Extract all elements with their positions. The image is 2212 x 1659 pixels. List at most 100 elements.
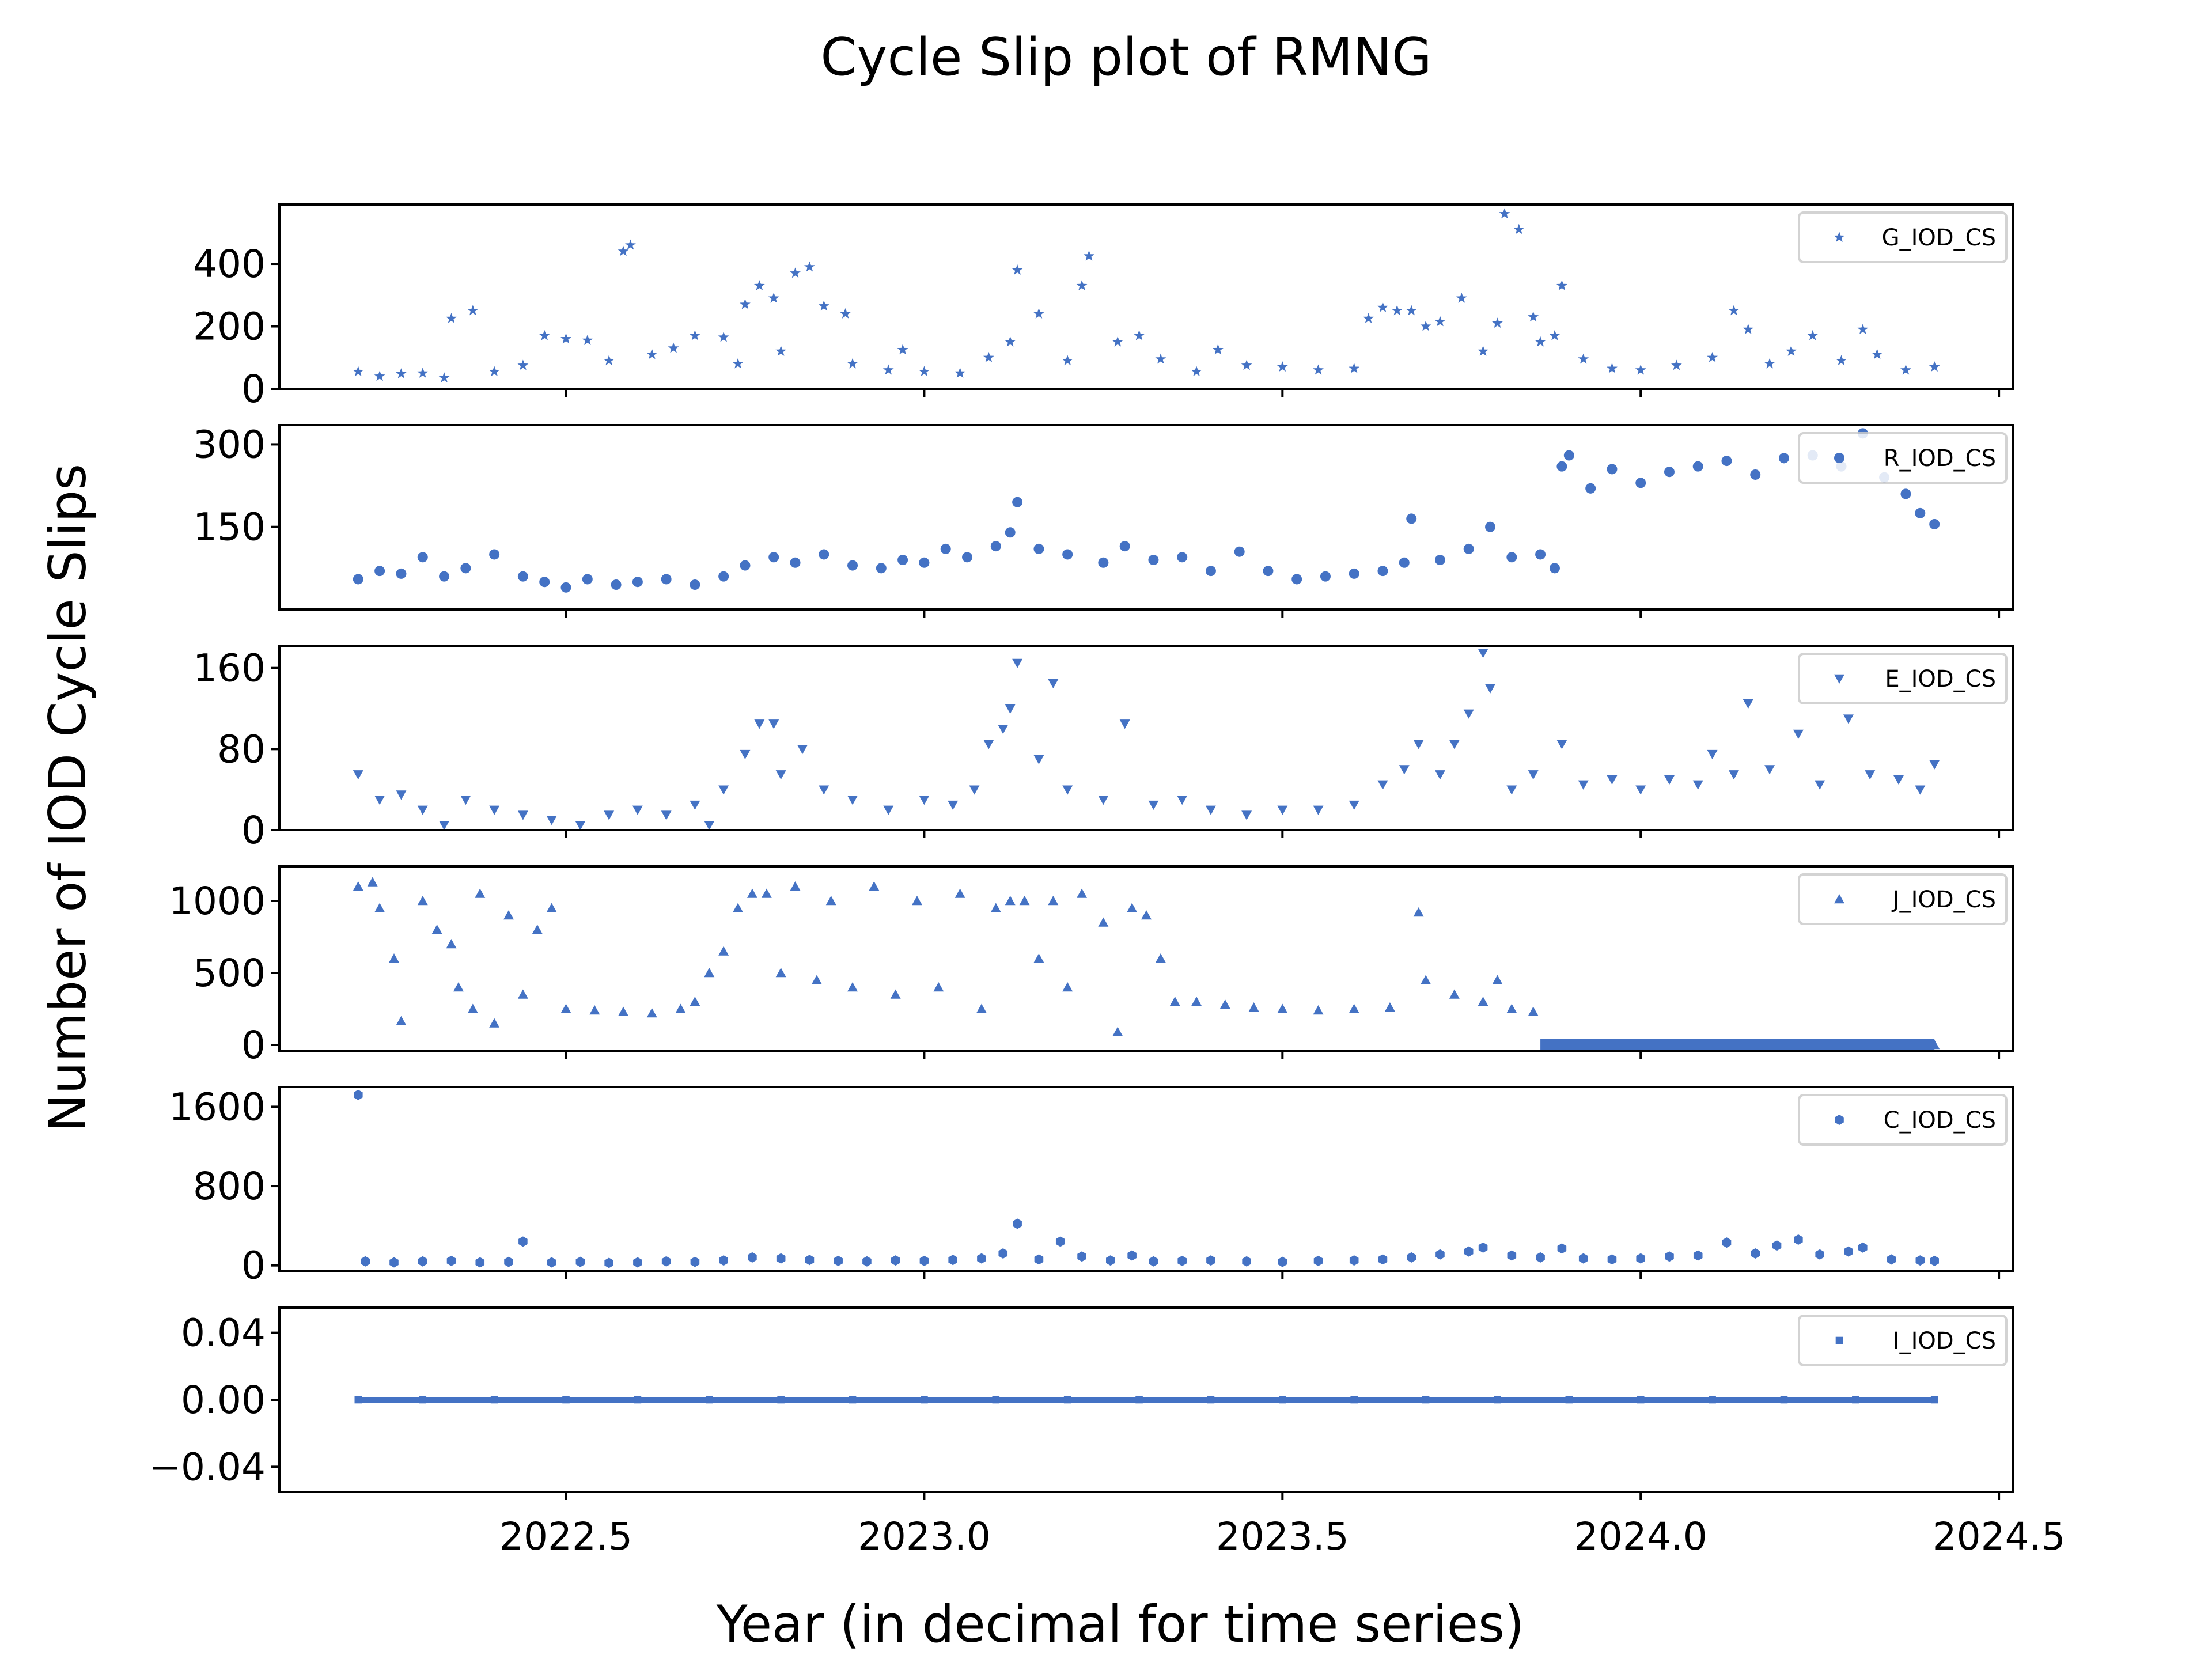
data-point	[1743, 699, 1753, 709]
data-point	[1556, 740, 1567, 749]
data-point	[761, 888, 772, 898]
data-point	[560, 1003, 571, 1013]
data-point	[1728, 770, 1739, 780]
data-point	[1005, 704, 1016, 714]
data-point	[1277, 1003, 1288, 1013]
data-point	[1420, 320, 1431, 331]
data-point	[1585, 483, 1596, 494]
data-point	[1177, 796, 1188, 805]
data-point	[439, 821, 450, 831]
data-point	[611, 579, 622, 590]
data-point	[1930, 1255, 1939, 1266]
data-point	[732, 358, 744, 369]
panel-g-iod-cs: 0 200 400 G_IOD_CS	[193, 203, 2014, 411]
data-point	[890, 989, 901, 999]
legend-box	[1798, 653, 2008, 704]
panel-c-iod-cs: 0 800 1600 C_IOD_CS	[169, 1085, 2014, 1288]
data-point	[1578, 1253, 1588, 1264]
y-tick-label: 800	[193, 1164, 266, 1209]
panel-frame	[278, 203, 2014, 390]
data-point	[1191, 366, 1202, 377]
data-point	[1112, 336, 1123, 347]
legend-box	[1798, 432, 2008, 484]
data-point	[1033, 755, 1044, 764]
data-point	[1492, 317, 1503, 328]
data-point	[768, 292, 779, 303]
data-point	[1320, 571, 1331, 582]
data-point	[1915, 507, 1926, 518]
legend-marker	[1834, 453, 1844, 463]
data-point	[396, 368, 407, 378]
y-tick-label: 160	[193, 646, 266, 691]
data-point	[1456, 292, 1467, 303]
data-point	[417, 805, 428, 815]
panel-frame	[278, 424, 2014, 611]
data-point	[983, 740, 994, 749]
legend-label: E_IOD_CS	[1885, 666, 1996, 692]
data-point	[976, 1003, 987, 1013]
data-point	[690, 997, 700, 1006]
chart-title: Cycle Slip plot of RMNG	[820, 27, 1431, 88]
data-point	[1607, 464, 1618, 475]
data-point	[1377, 302, 1388, 312]
data-point	[1464, 1246, 1474, 1257]
data-point	[1499, 208, 1510, 219]
data-point	[1786, 346, 1797, 356]
data-point	[1843, 714, 1854, 724]
data-point	[1242, 1256, 1251, 1267]
data-point	[1764, 765, 1775, 775]
data-point	[1019, 896, 1030, 906]
data-point	[1241, 359, 1252, 370]
data-point	[668, 342, 679, 353]
data-point	[733, 903, 744, 912]
data-point	[389, 1257, 399, 1268]
data-point	[417, 367, 429, 378]
data-point	[1893, 775, 1904, 785]
data-point	[1485, 684, 1496, 694]
data-point	[1536, 1252, 1545, 1263]
data-point	[1929, 760, 1940, 770]
y-tick-label: 0.04	[181, 1311, 266, 1355]
data-point	[1434, 770, 1445, 780]
data-point	[834, 1255, 843, 1266]
data-point	[1607, 1254, 1617, 1265]
data-point	[1062, 355, 1073, 366]
data-point	[446, 1255, 456, 1266]
data-point	[438, 372, 450, 383]
data-point	[1434, 316, 1446, 327]
data-point	[1098, 917, 1109, 927]
data-point	[919, 557, 930, 568]
legend-marker	[1835, 1115, 1844, 1125]
data-point	[633, 1257, 642, 1268]
data-point	[1349, 800, 1359, 810]
data-point	[396, 790, 407, 800]
y-tick-label: −0.04	[149, 1445, 266, 1489]
data-point	[517, 571, 528, 582]
legend-box	[1798, 211, 2008, 263]
data-point	[396, 1016, 407, 1025]
data-point	[1778, 453, 1789, 464]
data-point	[475, 888, 486, 898]
data-point	[818, 300, 830, 311]
data-point	[625, 239, 636, 250]
data-point	[740, 749, 751, 760]
data-point	[1141, 910, 1152, 920]
data-point	[1012, 264, 1023, 275]
data-point	[517, 810, 528, 820]
data-point	[661, 574, 672, 585]
data-point	[1277, 361, 1288, 372]
data-point	[805, 1255, 815, 1266]
data-point	[1478, 649, 1488, 658]
data-point	[990, 903, 1001, 912]
data-point	[1492, 975, 1503, 984]
data-point	[1865, 770, 1876, 780]
data-point	[1048, 896, 1059, 906]
data-point	[1900, 488, 1911, 499]
data-point	[1506, 785, 1517, 795]
data-point	[983, 351, 994, 362]
data-point	[876, 563, 887, 574]
data-point	[1722, 1237, 1732, 1248]
data-point	[1528, 770, 1539, 780]
data-point	[1234, 546, 1245, 557]
legend-label: C_IOD_CS	[1884, 1107, 1996, 1134]
